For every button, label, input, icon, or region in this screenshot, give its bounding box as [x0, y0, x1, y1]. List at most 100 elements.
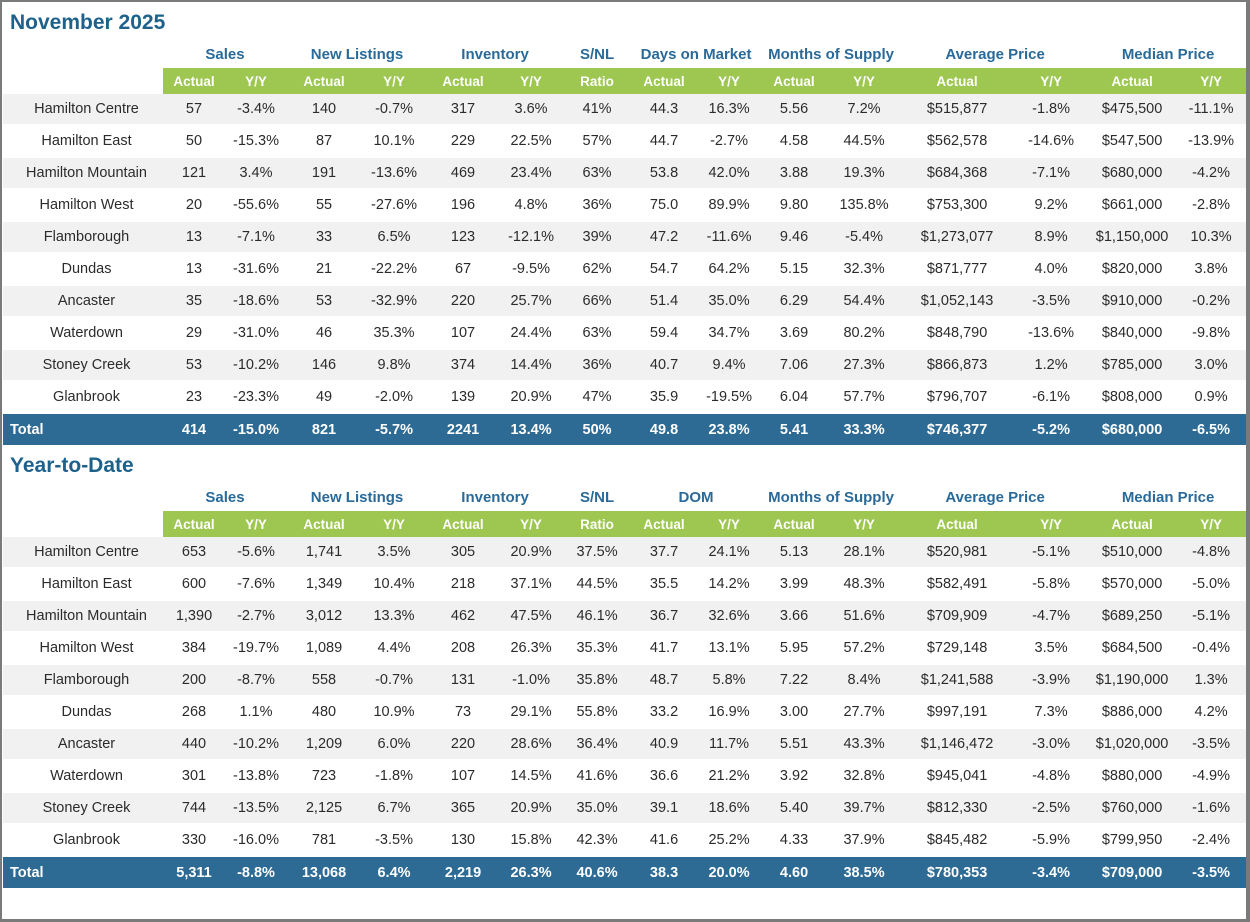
value-cell: -22.2% — [361, 253, 428, 287]
value-cell: 44.5% — [827, 125, 902, 159]
value-cell: 41.6 — [631, 824, 698, 858]
value-cell: -3.5% — [1013, 285, 1090, 319]
value-cell: 20.9% — [499, 381, 564, 415]
value-cell: $812,330 — [901, 792, 1014, 826]
value-cell: -4.7% — [1013, 600, 1090, 634]
value-cell: -3.4% — [1013, 856, 1090, 889]
value-cell: 48.7 — [631, 664, 698, 698]
value-cell: 6.04 — [761, 381, 828, 415]
value-cell: $1,146,472 — [901, 728, 1014, 762]
value-cell: 44.3 — [631, 94, 698, 127]
value-cell: $729,148 — [901, 632, 1014, 666]
value-cell: 107 — [427, 760, 500, 794]
value-cell: 54.7 — [631, 253, 698, 287]
value-cell: 480 — [287, 696, 362, 730]
value-cell: 48.3% — [827, 568, 902, 602]
value-cell: 1,209 — [287, 728, 362, 762]
value-cell: 374 — [427, 349, 500, 383]
value-cell: 27.3% — [827, 349, 902, 383]
value-cell: -7.1% — [225, 221, 288, 255]
subheader-blank-cell — [3, 68, 163, 95]
group-header: DOM — [631, 483, 762, 512]
value-cell: 7.22 — [761, 664, 828, 698]
value-cell: -7.1% — [1013, 157, 1090, 191]
value-cell: 15.8% — [499, 824, 564, 858]
value-cell: 40.6% — [563, 856, 632, 889]
subheader-row: Actual Y/Y Actual Y/Y Actual Y/Y Ratio Actual Y/… — [3, 511, 1246, 538]
subheader-cell: Actual — [761, 511, 828, 538]
value-cell: -4.9% — [1175, 760, 1246, 794]
value-cell: -3.9% — [1013, 664, 1090, 698]
value-cell: -8.8% — [225, 856, 288, 889]
value-cell: -9.8% — [1175, 317, 1246, 351]
value-cell: -3.5% — [1175, 728, 1246, 762]
value-cell: 36.4% — [563, 728, 632, 762]
subheader-cell: Ratio — [563, 511, 632, 538]
value-cell: 23 — [163, 381, 225, 415]
value-cell: -5.1% — [1013, 537, 1090, 570]
value-cell: -23.3% — [225, 381, 288, 415]
value-cell: 42.3% — [563, 824, 632, 858]
value-cell: -9.5% — [499, 253, 564, 287]
value-cell: -3.5% — [361, 824, 428, 858]
value-cell: 139 — [427, 381, 500, 415]
value-cell: 3.5% — [361, 537, 428, 570]
value-cell: 3.5% — [1013, 632, 1090, 666]
subheader-cell: Actual — [631, 68, 698, 95]
value-cell: 59.4 — [631, 317, 698, 351]
value-cell: 64.2% — [697, 253, 762, 287]
value-cell: 26.3% — [499, 856, 564, 889]
value-cell: 34.7% — [697, 317, 762, 351]
region-cell: Dundas — [3, 696, 163, 730]
subheader-cell: Actual — [163, 68, 225, 95]
value-cell: 50% — [563, 413, 632, 446]
subheader-cell: Y/Y — [827, 68, 902, 95]
value-cell: $848,790 — [901, 317, 1014, 351]
value-cell: 723 — [287, 760, 362, 794]
subheader-cell: Y/Y — [225, 511, 288, 538]
value-cell: 5.41 — [761, 413, 828, 446]
data-row: Ancaster 35 -18.6% 53 -32.9% 220 25.7% 66% 51.4 3… — [3, 285, 1246, 319]
value-cell: 50 — [163, 125, 225, 159]
value-cell: 1,741 — [287, 537, 362, 570]
region-cell: Stoney Creek — [3, 792, 163, 826]
region-cell: Hamilton West — [3, 632, 163, 666]
value-cell: -5.0% — [1175, 568, 1246, 602]
value-cell: $796,707 — [901, 381, 1014, 415]
value-cell: -3.4% — [225, 94, 288, 127]
value-cell: $1,273,077 — [901, 221, 1014, 255]
value-cell: -15.3% — [225, 125, 288, 159]
region-cell: Flamborough — [3, 664, 163, 698]
subheader-blank-cell — [3, 511, 163, 538]
value-cell: 35.3% — [563, 632, 632, 666]
subheader-cell: Y/Y — [361, 511, 428, 538]
value-cell: 1,089 — [287, 632, 362, 666]
value-cell: 62% — [563, 253, 632, 287]
subheader-cell: Actual — [287, 68, 362, 95]
value-cell: 29 — [163, 317, 225, 351]
value-cell: 67 — [427, 253, 500, 287]
group-header: Days on Market — [631, 40, 762, 69]
value-cell: $780,353 — [901, 856, 1014, 889]
value-cell: 3.66 — [761, 600, 828, 634]
value-cell: 200 — [163, 664, 225, 698]
value-cell: -12.1% — [499, 221, 564, 255]
value-cell: -5.2% — [1013, 413, 1090, 446]
value-cell: 821 — [287, 413, 362, 446]
value-cell: $1,020,000 — [1089, 728, 1176, 762]
value-cell: 21.2% — [697, 760, 762, 794]
value-cell: 2241 — [427, 413, 500, 446]
value-cell: 3.8% — [1175, 253, 1246, 287]
value-cell: $1,052,143 — [901, 285, 1014, 319]
value-cell: $871,777 — [901, 253, 1014, 287]
value-cell: -2.5% — [1013, 792, 1090, 826]
value-cell: 51.4 — [631, 285, 698, 319]
value-cell: 8.9% — [1013, 221, 1090, 255]
value-cell: 32.6% — [697, 600, 762, 634]
value-cell: $661,000 — [1089, 189, 1176, 223]
value-cell: 6.29 — [761, 285, 828, 319]
value-cell: 2,125 — [287, 792, 362, 826]
value-cell: 22.5% — [499, 125, 564, 159]
stats-table-ytd: Sales New Listings Inventory S/NL DOM Months … — [3, 483, 1246, 889]
group-blank-cell — [3, 40, 163, 69]
